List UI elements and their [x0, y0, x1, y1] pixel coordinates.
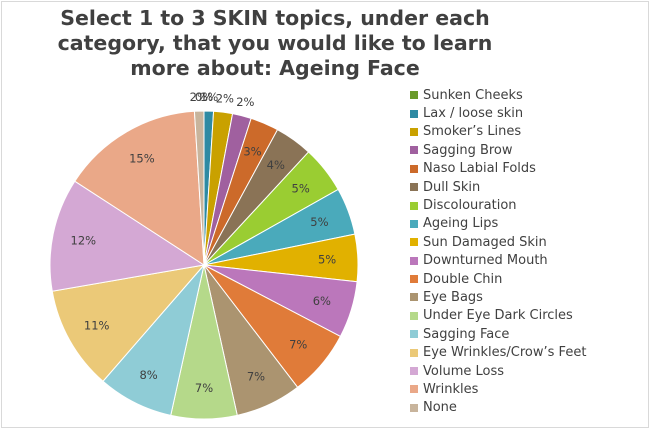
data-label-volume-loss: 12% — [71, 233, 97, 247]
legend-swatch — [410, 330, 418, 339]
legend-item-dull-skin: Dull Skin — [410, 178, 586, 196]
legend-item-sun-damaged-skin: Sun Damaged Skin — [410, 233, 586, 251]
data-label-eye-bags: 7% — [247, 370, 265, 384]
legend-swatch — [410, 127, 418, 136]
legend-swatch — [410, 403, 418, 412]
legend-swatch — [410, 219, 418, 228]
data-label-dull-skin: 4% — [267, 158, 285, 172]
legend-label: Smoker’s Lines — [423, 124, 522, 140]
legend-swatch — [410, 164, 418, 173]
legend-label: Eye Wrinkles/Crow’s Feet — [423, 345, 587, 361]
data-label-discolouration: 5% — [292, 182, 310, 196]
legend-swatch — [410, 91, 418, 100]
legend-label: Eye Bags — [423, 289, 483, 305]
legend-swatch — [410, 293, 418, 302]
legend-label: None — [423, 400, 457, 416]
legend-item-sunken-cheeks: Sunken Cheeks — [410, 86, 586, 104]
pie-slice-volume-loss — [49, 180, 206, 292]
legend-label: Naso Labial Folds — [423, 161, 536, 177]
data-label-wrinkles: 15% — [129, 152, 155, 166]
legend-item-under-eye-dark-circles: Under Eye Dark Circles — [410, 307, 586, 325]
data-label-downturned-mouth: 6% — [313, 294, 331, 308]
legend-swatch — [410, 183, 418, 192]
legend-item-sagging-brow: Sagging Brow — [410, 141, 586, 159]
legend-label: Downturned Mouth — [423, 253, 548, 269]
legend-label: Sunken Cheeks — [423, 87, 523, 103]
legend-swatch — [410, 201, 418, 210]
legend-label: Ageing Lips — [423, 216, 499, 232]
legend-swatch — [410, 146, 418, 155]
legend-label: Discolouration — [423, 198, 517, 214]
legend-label: Volume Loss — [423, 363, 504, 379]
data-label-ageing-lips: 5% — [310, 215, 328, 229]
legend-item-discolouration: Discolouration — [410, 196, 586, 214]
legend-item-wrinkles: Wrinkles — [410, 380, 586, 398]
data-label-sagging-brow: 2% — [236, 95, 254, 109]
data-label-double-chin: 7% — [289, 337, 307, 351]
legend-item-volume-loss: Volume Loss — [410, 362, 586, 380]
legend-label: Wrinkles — [423, 381, 479, 397]
data-label-sagging-face: 8% — [139, 368, 157, 382]
legend-swatch — [410, 275, 418, 284]
pie-slice-eye-wrinkles-crow-s-feet — [51, 264, 206, 382]
data-label-sun-damaged-skin: 5% — [318, 252, 336, 266]
data-label-naso-labial-folds: 3% — [243, 145, 261, 159]
chart-title: Select 1 to 3 SKIN topics, under each ca… — [57, 6, 493, 80]
legend-swatch — [410, 256, 418, 265]
data-label-under-eye-dark-circles: 7% — [195, 381, 213, 395]
legend-label: Sagging Brow — [423, 142, 513, 158]
pie-slice-none — [193, 110, 205, 266]
legend-item-ageing-lips: Ageing Lips — [410, 215, 586, 233]
legend-label: Double Chin — [423, 271, 503, 287]
legend-swatch — [410, 348, 418, 357]
pie-slice-wrinkles — [74, 110, 205, 266]
data-label-lax-loose-skin: 1% — [200, 90, 218, 104]
data-label-none: 2% — [190, 90, 208, 104]
data-label-smoker-s-lines: 2% — [216, 91, 234, 105]
legend-item-lax-loose-skin: Lax / loose skin — [410, 104, 586, 122]
legend-item-eye-wrinkles-crow-s-feet: Eye Wrinkles/Crow’s Feet — [410, 343, 586, 361]
data-label-eye-wrinkles-crow-s-feet: 11% — [84, 318, 110, 332]
data-label-sunken-cheeks: 0% — [195, 90, 213, 104]
legend-label: Under Eye Dark Circles — [423, 308, 573, 324]
legend-swatch — [410, 311, 418, 320]
legend-item-smoker-s-lines: Smoker’s Lines — [410, 123, 586, 141]
legend-item-downturned-mouth: Downturned Mouth — [410, 252, 586, 270]
legend-item-naso-labial-folds: Naso Labial Folds — [410, 160, 586, 178]
legend-label: Lax / loose skin — [423, 106, 524, 122]
legend-item-double-chin: Double Chin — [410, 270, 586, 288]
legend-label: Sun Damaged Skin — [423, 234, 547, 250]
legend-label: Sagging Face — [423, 326, 510, 342]
legend-swatch — [410, 238, 418, 247]
legend: Sunken Cheeks Lax / loose skin Smoker’s Li… — [410, 86, 586, 417]
legend-swatch — [410, 385, 418, 394]
legend-item-none: None — [410, 399, 586, 417]
legend-item-eye-bags: Eye Bags — [410, 288, 586, 306]
legend-label: Dull Skin — [423, 179, 481, 195]
legend-swatch — [410, 109, 418, 118]
legend-item-sagging-face: Sagging Face — [410, 325, 586, 343]
legend-swatch — [410, 367, 418, 376]
